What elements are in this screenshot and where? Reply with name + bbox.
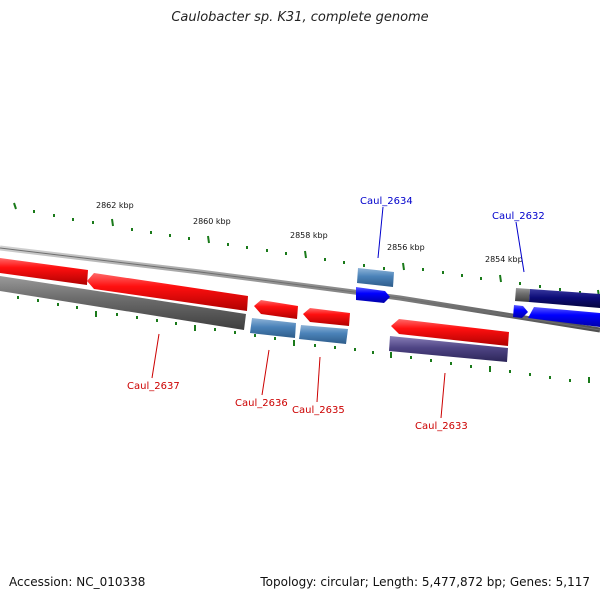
cog-bar-gray-right [515, 288, 530, 302]
gene-label-caul-2637[interactable]: Caul_2637 [127, 381, 180, 392]
gene-label-caul-2635[interactable]: Caul_2635 [292, 405, 345, 416]
genome-stats-text: Topology: circular; Length: 5,477,872 bp… [260, 575, 590, 589]
gene-leader-lines [151, 206, 525, 419]
leader-caul-2637 [151, 333, 160, 379]
accession-text: Accession: NC_010338 [9, 575, 146, 589]
scale-label-2854: 2854 kbp [485, 255, 523, 264]
cog-bar-navy [529, 289, 600, 308]
cds-caul-2637[interactable] [87, 273, 248, 311]
scale-label-2860: 2860 kbp [193, 217, 231, 226]
map-title: Caulobacter sp. K31, complete genome [171, 10, 429, 25]
cds-caul-2635[interactable] [303, 308, 350, 326]
cds-caul-2632-a[interactable] [513, 305, 528, 318]
cds-reverse-outer [0, 258, 509, 346]
cds-caul-2637-left[interactable] [0, 258, 88, 285]
gene-label-caul-2633[interactable]: Caul_2633 [415, 421, 468, 432]
cds-inner-row [0, 268, 600, 362]
cds-caul-2632[interactable] [528, 307, 600, 327]
scale-label-2862: 2862 kbp [96, 201, 134, 210]
scale-labels: 2862 kbp 2860 kbp 2858 kbp 2856 kbp 2854… [96, 201, 523, 264]
cog-bar-gray-left [0, 276, 246, 330]
cog-bar-purple [389, 336, 508, 362]
inner-scale-ticks [17, 296, 590, 383]
cds-forward [356, 287, 600, 327]
gene-label-caul-2634[interactable]: Caul_2634 [360, 196, 413, 207]
outer-scale-ticks [13, 202, 600, 298]
gene-label-caul-2632[interactable]: Caul_2632 [492, 211, 545, 222]
leader-caul-2634 [377, 206, 384, 259]
cog-bar-steel-2 [299, 325, 348, 344]
cds-caul-2633[interactable] [391, 319, 509, 346]
leader-caul-2633 [440, 372, 446, 419]
cds-caul-2634[interactable] [356, 287, 390, 303]
cds-caul-2636[interactable] [254, 300, 298, 319]
leader-caul-2635 [316, 356, 321, 403]
scale-label-2858: 2858 kbp [290, 231, 328, 240]
gene-labels: Caul_2637 Caul_2636 Caul_2635 Caul_2634 … [127, 196, 545, 432]
leader-caul-2632 [515, 221, 525, 273]
leader-caul-2636 [261, 349, 270, 396]
scale-label-2856: 2856 kbp [387, 243, 425, 252]
gene-label-caul-2636[interactable]: Caul_2636 [235, 398, 288, 409]
cog-bar-steel-3 [357, 268, 394, 287]
cog-bar-steel-1 [250, 318, 296, 338]
